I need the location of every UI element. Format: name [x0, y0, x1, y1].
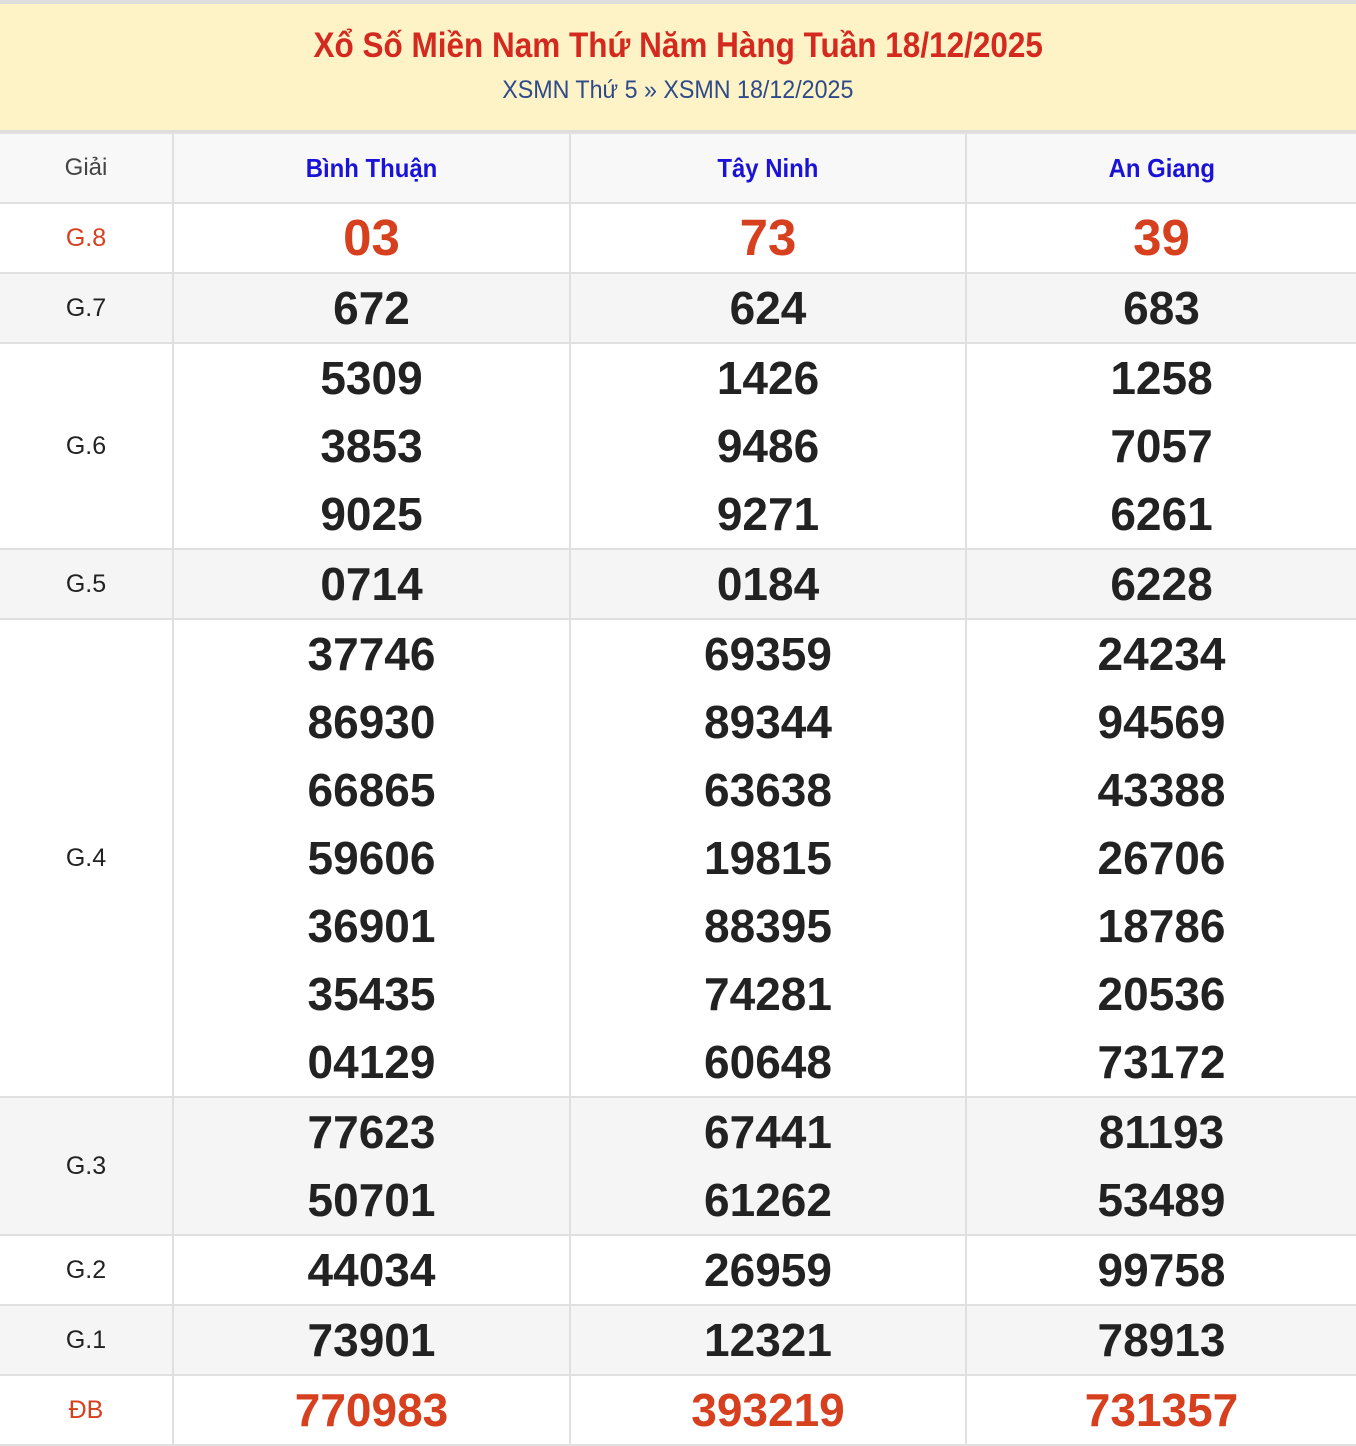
table-header-row: Giải Bình Thuận Tây Ninh An Giang: [0, 132, 1356, 204]
result-number: 39: [1133, 209, 1190, 266]
result-number: 26959: [704, 1244, 832, 1296]
prize-label: G.8: [65, 223, 107, 252]
result-number: 0184: [716, 558, 820, 610]
province-tay-ninh[interactable]: Tây Ninh: [717, 152, 819, 183]
prize-label: G.4: [65, 843, 107, 872]
result-number: 43388: [1097, 764, 1226, 816]
result-number: 77623: [307, 1106, 436, 1158]
page-title: Xổ Số Miền Nam Thứ Năm Hàng Tuần 18/12/2…: [313, 26, 1043, 65]
prize-row: G.2 44034 26959 99758: [0, 1234, 1356, 1306]
result-number: 3853: [320, 420, 423, 472]
prize-row: ĐB 770983 393219 731357: [0, 1374, 1356, 1446]
prize-row: G.5 0714 0184 6228: [0, 548, 1356, 620]
result-number: 37746: [307, 628, 436, 680]
result-number: 61262: [704, 1174, 832, 1226]
breadcrumb-separator: »: [644, 76, 658, 104]
prize-row: G.1 73901 12321 78913: [0, 1304, 1356, 1376]
result-number: 9486: [716, 420, 820, 472]
result-number: 60648: [704, 1036, 832, 1088]
prize-label: G.5: [65, 569, 107, 598]
result-number: 53489: [1097, 1174, 1226, 1226]
prize-label: G.2: [65, 1255, 107, 1284]
result-number: 78913: [1097, 1314, 1226, 1366]
result-number: 88395: [704, 900, 832, 952]
result-number: 99758: [1097, 1244, 1226, 1296]
prize-label: G.1: [65, 1325, 107, 1354]
prize-label: G.3: [65, 1151, 107, 1180]
result-number: 12321: [704, 1314, 832, 1366]
result-number: 20536: [1097, 968, 1226, 1020]
prize-row: G.7 672 624 683: [0, 272, 1356, 344]
result-number: 19815: [704, 832, 832, 884]
result-number: 74281: [704, 968, 832, 1020]
prize-row: G.6 5309 3853 9025 1426 9486 9271 1258 7057 6261: [0, 342, 1356, 550]
prize-label: G.7: [65, 293, 107, 322]
prize-label: G.6: [65, 431, 107, 460]
page-header: Xổ Số Miền Nam Thứ Năm Hàng Tuần 18/12/2…: [0, 0, 1356, 132]
result-number: 0714: [320, 558, 423, 610]
result-number: 89344: [704, 696, 832, 748]
result-number: 770983: [294, 1384, 449, 1436]
result-number: 73172: [1097, 1036, 1226, 1088]
result-number: 81193: [1098, 1106, 1225, 1158]
prize-row: G.4 37746 86930 66865 59606 36901 35435 04129 69…: [0, 618, 1356, 1098]
prize-column-header: Giải: [64, 154, 108, 181]
result-number: 73901: [307, 1314, 436, 1366]
result-number: 6228: [1110, 558, 1213, 610]
result-number: 683: [1123, 282, 1200, 334]
result-number: 1258: [1110, 352, 1213, 404]
result-number: 03: [343, 209, 400, 266]
result-number: 36901: [307, 900, 436, 952]
result-number: 624: [729, 282, 807, 334]
prize-row: G.8 03 73 39: [0, 202, 1356, 274]
result-number: 63638: [704, 764, 832, 816]
result-number: 94569: [1097, 696, 1226, 748]
result-number: 6261: [1110, 488, 1213, 540]
result-number: 86930: [307, 696, 436, 748]
result-number: 59606: [307, 832, 436, 884]
result-number: 50701: [307, 1174, 436, 1226]
result-number: 69359: [704, 628, 832, 680]
prize-label: ĐB: [68, 1395, 104, 1424]
result-number: 04129: [307, 1036, 436, 1088]
breadcrumb-link-thu5[interactable]: XSMN Thứ 5: [502, 76, 638, 104]
result-number: 24234: [1097, 628, 1226, 680]
breadcrumb: XSMN Thứ 5 » XSMN 18/12/2025: [502, 76, 853, 105]
result-number: 672: [333, 282, 410, 334]
result-number: 67441: [704, 1106, 832, 1158]
result-number: 73: [739, 209, 797, 266]
result-number: 18786: [1097, 900, 1226, 952]
result-number: 26706: [1097, 832, 1226, 884]
province-binh-thuan[interactable]: Bình Thuận: [305, 152, 438, 183]
result-number: 7057: [1110, 420, 1213, 472]
result-number: 66865: [307, 764, 436, 816]
breadcrumb-link-date[interactable]: XSMN 18/12/2025: [663, 76, 854, 104]
result-number: 35435: [307, 968, 436, 1020]
prize-row: G.3 77623 50701 67441 61262 81193 53489: [0, 1096, 1356, 1236]
result-number: 9025: [320, 488, 423, 540]
province-an-giang[interactable]: An Giang: [1108, 152, 1215, 183]
result-number: 731357: [1084, 1384, 1239, 1436]
result-number: 393219: [691, 1384, 845, 1436]
result-number: 1426: [716, 352, 820, 404]
result-number: 5309: [320, 352, 423, 404]
results-table: Giải Bình Thuận Tây Ninh An Giang G.8 03 7…: [0, 132, 1356, 1446]
result-number: 44034: [307, 1244, 436, 1296]
result-number: 9271: [716, 488, 820, 540]
